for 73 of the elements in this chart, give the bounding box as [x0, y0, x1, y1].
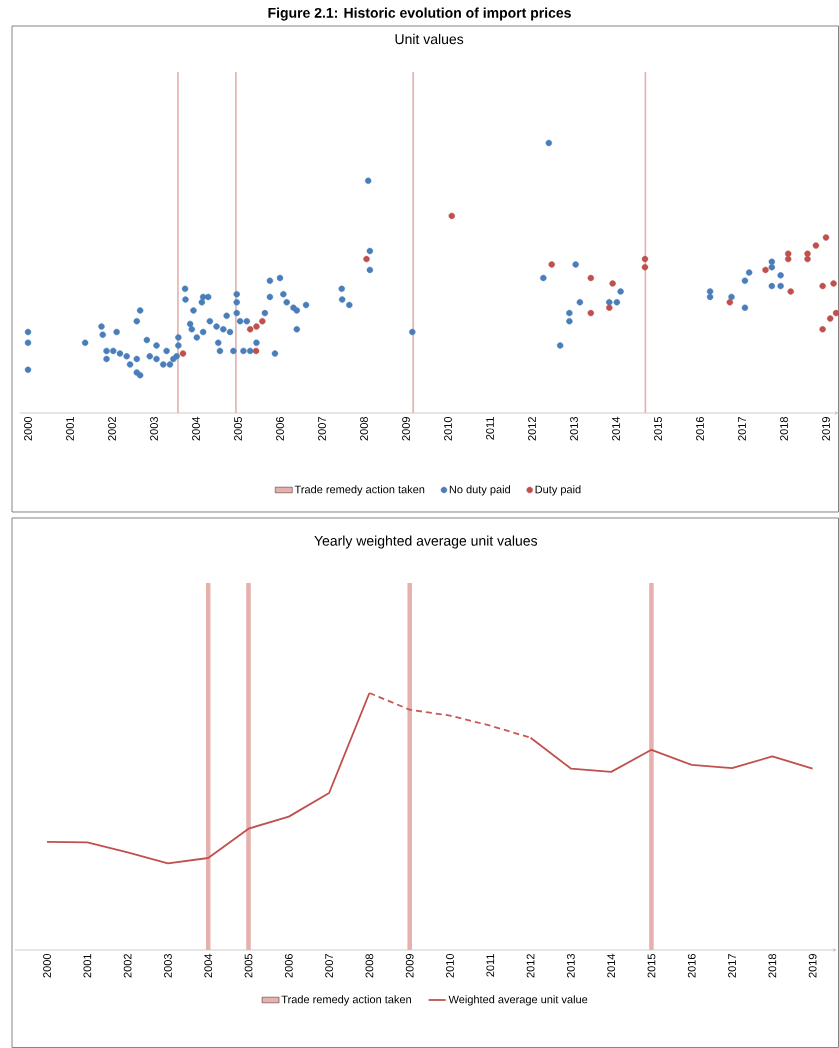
- x-tick-label: 2018: [780, 417, 788, 441]
- x-tick-label: 2008: [365, 954, 374, 978]
- x-tick-label: 2001: [83, 954, 92, 978]
- x-tick-label: 2001: [66, 417, 74, 441]
- point: [787, 288, 794, 295]
- x-tick-label: 2009: [405, 954, 414, 978]
- chart-title: Unit values: [395, 33, 464, 45]
- x-tick-label: 2010: [444, 416, 452, 441]
- x-tick-label: 2004: [192, 416, 200, 441]
- x-tick-label: 2019: [808, 954, 817, 978]
- x-tick-label: 2000: [43, 953, 51, 978]
- x-tick-label: 2013: [566, 954, 575, 978]
- x-tick-label: 2008: [360, 417, 368, 441]
- x-tick-label: 2015: [654, 417, 662, 441]
- point: [587, 274, 594, 282]
- x-tick-label: 2014: [612, 416, 620, 441]
- x-tick-label: 2006: [276, 417, 284, 441]
- x-tick-label: 2012: [528, 417, 536, 441]
- point: [252, 347, 260, 355]
- x-tick-label: 2018: [768, 954, 777, 978]
- point: [812, 242, 820, 249]
- point: [726, 299, 733, 306]
- point: [762, 266, 769, 274]
- point: [804, 255, 811, 263]
- x-tick-label: 2007: [325, 954, 333, 978]
- x-tick-label: 2007: [318, 417, 326, 441]
- point: [822, 234, 830, 241]
- point: [548, 261, 555, 268]
- legend-label: Trade remedy action taken: [281, 995, 411, 1006]
- point: [819, 326, 826, 333]
- point: [246, 326, 254, 333]
- point: [448, 212, 455, 220]
- point: [784, 255, 792, 263]
- legend-label: Weighted average unit value: [448, 995, 588, 1006]
- x-tick-label: 2017: [728, 954, 736, 978]
- x-tick-label: 2015: [647, 954, 656, 978]
- legend-label: No duty paid: [449, 485, 510, 496]
- x-tick-label: 2011: [486, 417, 494, 440]
- x-tick-label: 2000: [24, 416, 32, 441]
- point: [363, 255, 370, 263]
- point: [641, 255, 649, 263]
- x-tick-label: 2003: [150, 417, 158, 441]
- x-tick-label: 2005: [244, 954, 253, 978]
- point: [784, 250, 792, 257]
- legend-label: Duty paid: [535, 485, 581, 496]
- caption: Figure 2.1: Historic evolution of import prices: [268, 7, 571, 21]
- x-tick-label: 2013: [570, 417, 578, 441]
- point: [606, 304, 613, 311]
- x-tick-label: 2016: [687, 954, 696, 978]
- point: [587, 309, 594, 317]
- x-tick-label: 2009: [402, 417, 410, 441]
- x-tick-label: 2019: [822, 417, 830, 441]
- x-tick-label: 2011: [486, 954, 495, 977]
- point: [259, 317, 266, 325]
- point: [179, 350, 187, 357]
- point: [804, 250, 811, 257]
- x-tick-label: 2010: [446, 953, 454, 978]
- x-tick-label: 2016: [696, 417, 704, 441]
- x-tick-label: 2002: [123, 954, 132, 978]
- x-tick-label: 2012: [526, 954, 535, 978]
- point: [609, 280, 616, 287]
- point: [641, 263, 649, 271]
- point: [819, 282, 826, 290]
- chart-title: Yearly weighted average unit values: [314, 535, 538, 549]
- x-tick-label: 2017: [738, 417, 746, 441]
- x-tick-label: 2005: [234, 417, 242, 441]
- x-tick-label: 2003: [164, 954, 172, 978]
- x-tick-label: 2004: [204, 953, 213, 978]
- point: [253, 323, 260, 330]
- x-tick-label: 2014: [607, 953, 616, 978]
- x-tick-label: 2002: [108, 417, 116, 441]
- x-tick-label: 2006: [284, 954, 293, 978]
- legend-label: Trade remedy action taken: [294, 485, 425, 496]
